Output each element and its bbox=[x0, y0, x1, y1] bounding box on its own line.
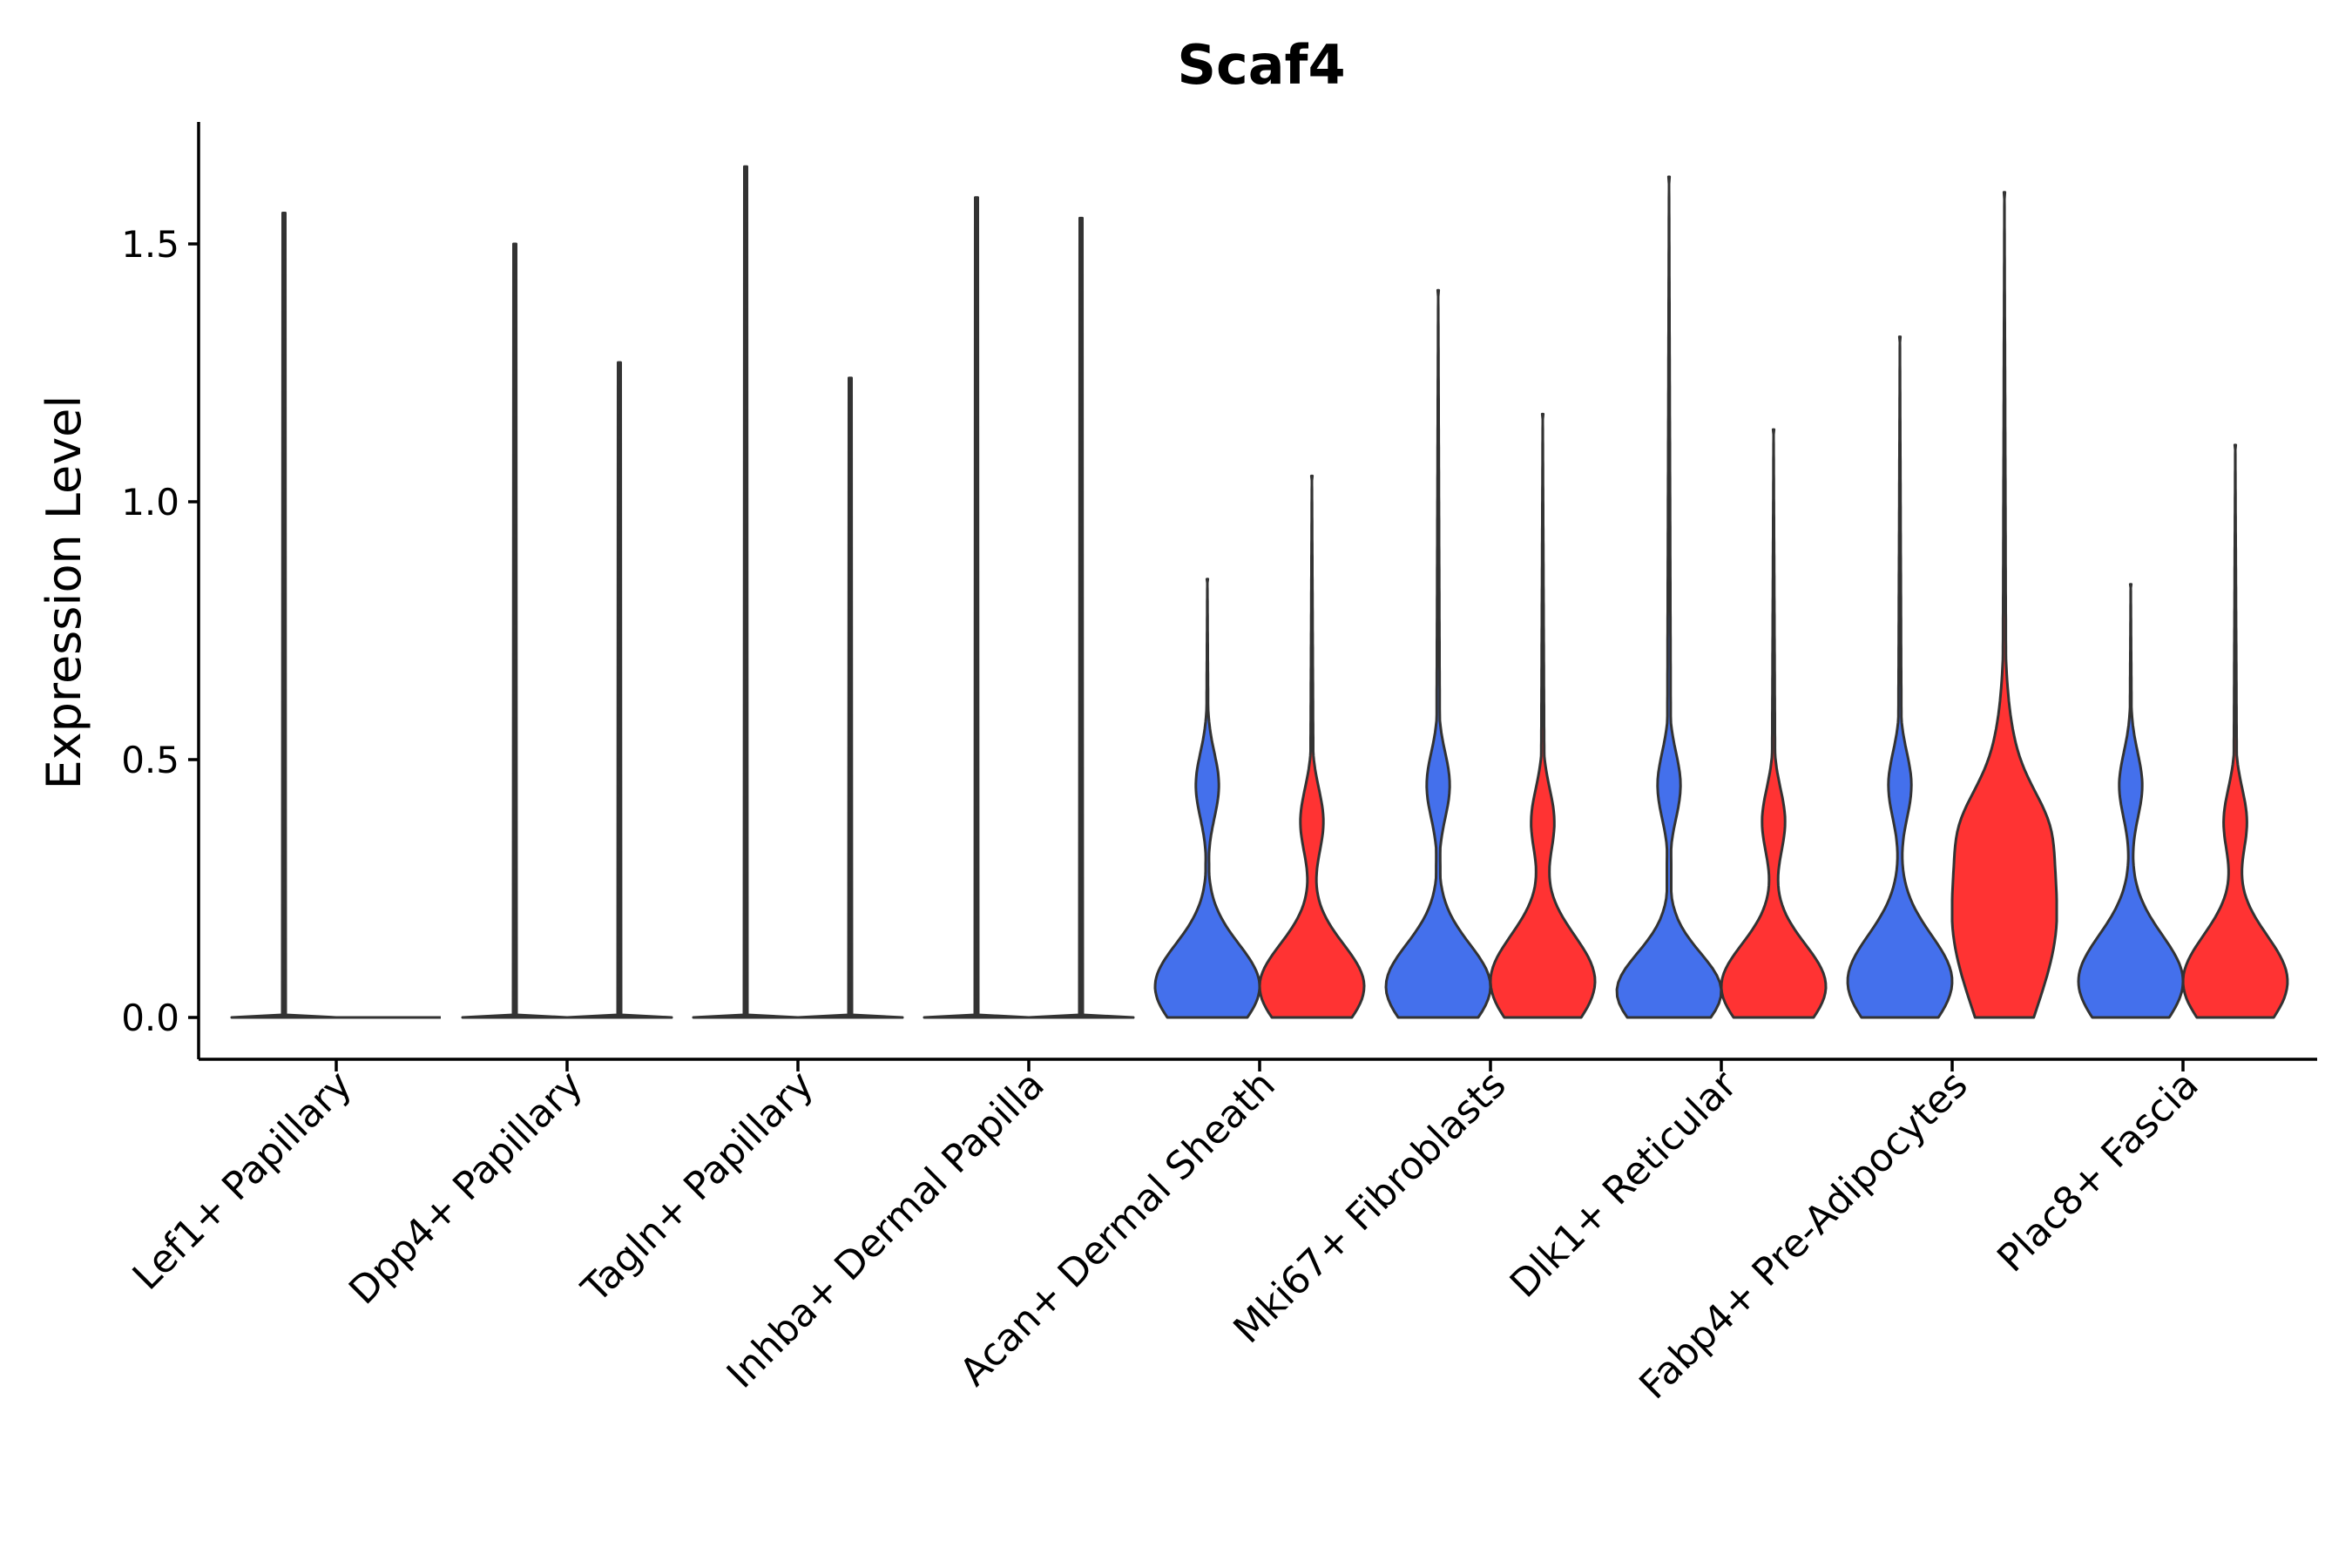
violin-group1 bbox=[1846, 335, 1954, 1019]
y-tick-label: 1.0 bbox=[121, 481, 179, 524]
y-axis-label: Expression Level bbox=[37, 395, 91, 790]
violin-group2 bbox=[1720, 428, 1828, 1019]
y-tick-label: 0.0 bbox=[121, 997, 179, 1039]
violin-group1 bbox=[2077, 583, 2185, 1019]
violin-group1 bbox=[1384, 288, 1492, 1019]
chart-title: Scaf4 bbox=[1177, 33, 1345, 97]
violin-group2 bbox=[1258, 474, 1366, 1019]
violin-layer bbox=[230, 165, 2289, 1019]
y-tick-label: 1.5 bbox=[121, 223, 179, 266]
violin-group2 bbox=[1027, 216, 1135, 1019]
violin-group1 bbox=[1615, 175, 1723, 1019]
violin-group2 bbox=[565, 361, 673, 1019]
violin-group2 bbox=[1489, 412, 1597, 1019]
violin-group1 bbox=[1153, 578, 1261, 1019]
violin-group2 bbox=[1950, 191, 2058, 1019]
violin-group2 bbox=[796, 376, 904, 1019]
violin-group2 bbox=[2181, 443, 2289, 1019]
y-tick-label: 0.5 bbox=[121, 739, 179, 781]
y-axis: 0.0 0.5 1.0 1.5 bbox=[121, 122, 200, 1059]
